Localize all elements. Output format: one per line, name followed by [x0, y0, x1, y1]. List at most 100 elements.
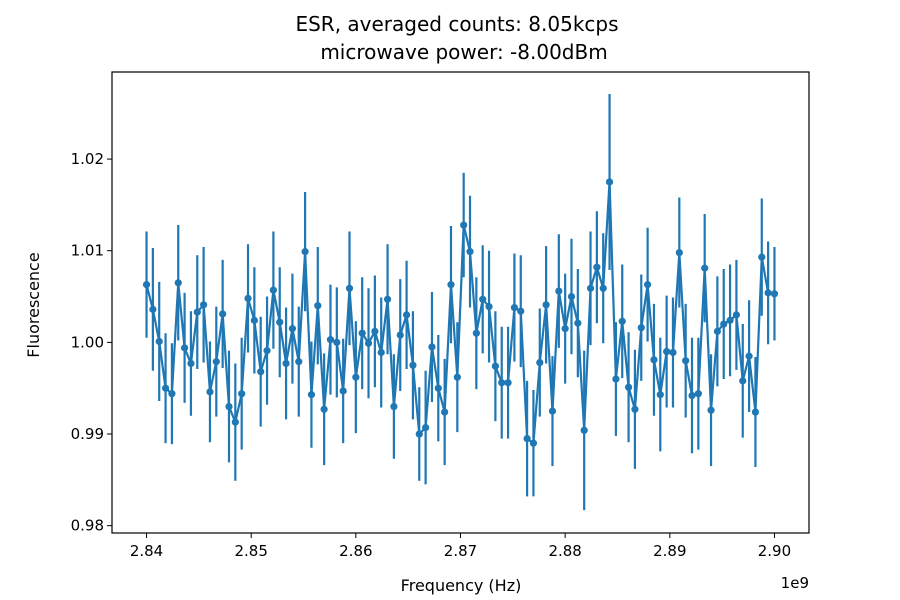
data-point	[447, 281, 455, 289]
data-point	[276, 318, 284, 326]
data-point	[637, 324, 645, 332]
data-point	[498, 379, 506, 387]
data-point	[180, 344, 189, 352]
x-tick-label: 2.90	[758, 542, 791, 560]
chart-title-line-2: microwave power: -8.00dBm	[320, 40, 607, 64]
data-point	[314, 302, 322, 310]
data-point	[269, 286, 277, 294]
data-point	[250, 316, 258, 324]
data-point	[688, 391, 696, 400]
data-point	[523, 435, 531, 443]
data-point	[206, 388, 214, 396]
data-point	[200, 301, 208, 309]
data-point	[631, 405, 639, 413]
data-point	[409, 361, 417, 369]
data-point	[257, 368, 265, 376]
data-point	[244, 294, 252, 302]
y-axis-label: Fluorescence	[24, 252, 43, 357]
data-point	[644, 281, 652, 289]
data-point	[422, 424, 430, 432]
data-point	[460, 221, 468, 229]
data-point	[238, 390, 246, 398]
data-point	[383, 295, 392, 303]
data-point	[701, 264, 709, 272]
data-point	[504, 379, 512, 387]
data-point	[225, 402, 233, 411]
x-tick-label: 2.84	[130, 542, 163, 560]
data-point	[358, 329, 366, 337]
data-point	[396, 331, 404, 339]
y-tick-label: 0.98	[71, 517, 104, 535]
data-point	[193, 308, 201, 316]
y-axis-ticks: 0.98 0.99 1.00 1.01 1.02	[71, 150, 112, 535]
data-point	[149, 305, 157, 313]
data-point	[155, 337, 163, 346]
data-point	[713, 327, 721, 335]
data-point	[326, 336, 335, 344]
data-point	[174, 279, 182, 287]
data-point	[567, 292, 576, 301]
data-point	[561, 325, 569, 333]
data-point	[599, 284, 607, 292]
data-point	[402, 311, 411, 319]
data-point	[441, 408, 449, 416]
data-point	[650, 356, 658, 364]
data-point	[282, 359, 290, 368]
data-point	[320, 405, 328, 413]
data-point	[288, 325, 297, 333]
y-tick-label: 1.02	[71, 150, 104, 168]
data-point	[739, 377, 747, 385]
data-point	[371, 327, 379, 335]
data-point	[472, 329, 480, 337]
data-point	[219, 310, 227, 318]
chart-title-line-1: ESR, averaged counts: 8.05kcps	[295, 12, 618, 36]
data-point	[434, 384, 442, 392]
data-point	[745, 352, 753, 360]
data-point	[764, 289, 772, 297]
data-point	[605, 178, 614, 186]
data-point	[307, 391, 316, 399]
data-point	[339, 387, 347, 395]
data-point	[580, 426, 588, 434]
data-point	[758, 253, 766, 261]
data-point	[751, 408, 760, 416]
x-tick-label: 2.86	[339, 542, 372, 560]
data-point	[377, 348, 385, 357]
data-point	[707, 406, 715, 414]
x-tick-label: 2.88	[548, 542, 581, 560]
data-point	[352, 373, 360, 381]
data-point	[574, 319, 582, 327]
data-point	[726, 316, 734, 324]
x-tick-label: 2.89	[653, 542, 686, 560]
data-point	[364, 339, 373, 347]
data-point	[479, 295, 487, 303]
data-point	[510, 303, 519, 312]
x-axis-label: Frequency (Hz)	[401, 576, 522, 595]
data-point	[295, 358, 303, 366]
data-point	[415, 430, 423, 438]
x-axis-ticks: 2.84 2.85 2.86 2.87 2.88 2.89 2.90	[130, 533, 791, 560]
data-point	[428, 343, 436, 351]
x-tick-label: 2.85	[234, 542, 267, 560]
data-point	[675, 248, 683, 257]
data-point	[485, 303, 493, 311]
data-point	[333, 338, 341, 346]
data-point	[231, 418, 239, 426]
data-point	[663, 347, 671, 356]
data-point	[187, 359, 195, 368]
data-point	[624, 383, 633, 391]
data-point	[345, 284, 354, 292]
data-point	[682, 357, 690, 365]
data-point	[555, 287, 563, 295]
x-axis-offset-text: 1e9	[781, 574, 809, 592]
data-point	[656, 391, 664, 399]
data-point	[612, 375, 620, 383]
data-point	[212, 358, 220, 366]
data-point	[586, 284, 595, 292]
data-point	[593, 263, 601, 271]
data-point	[732, 311, 741, 319]
data-point	[517, 307, 525, 315]
data-point	[390, 402, 398, 411]
data-point	[536, 358, 544, 367]
data-point	[466, 248, 474, 256]
